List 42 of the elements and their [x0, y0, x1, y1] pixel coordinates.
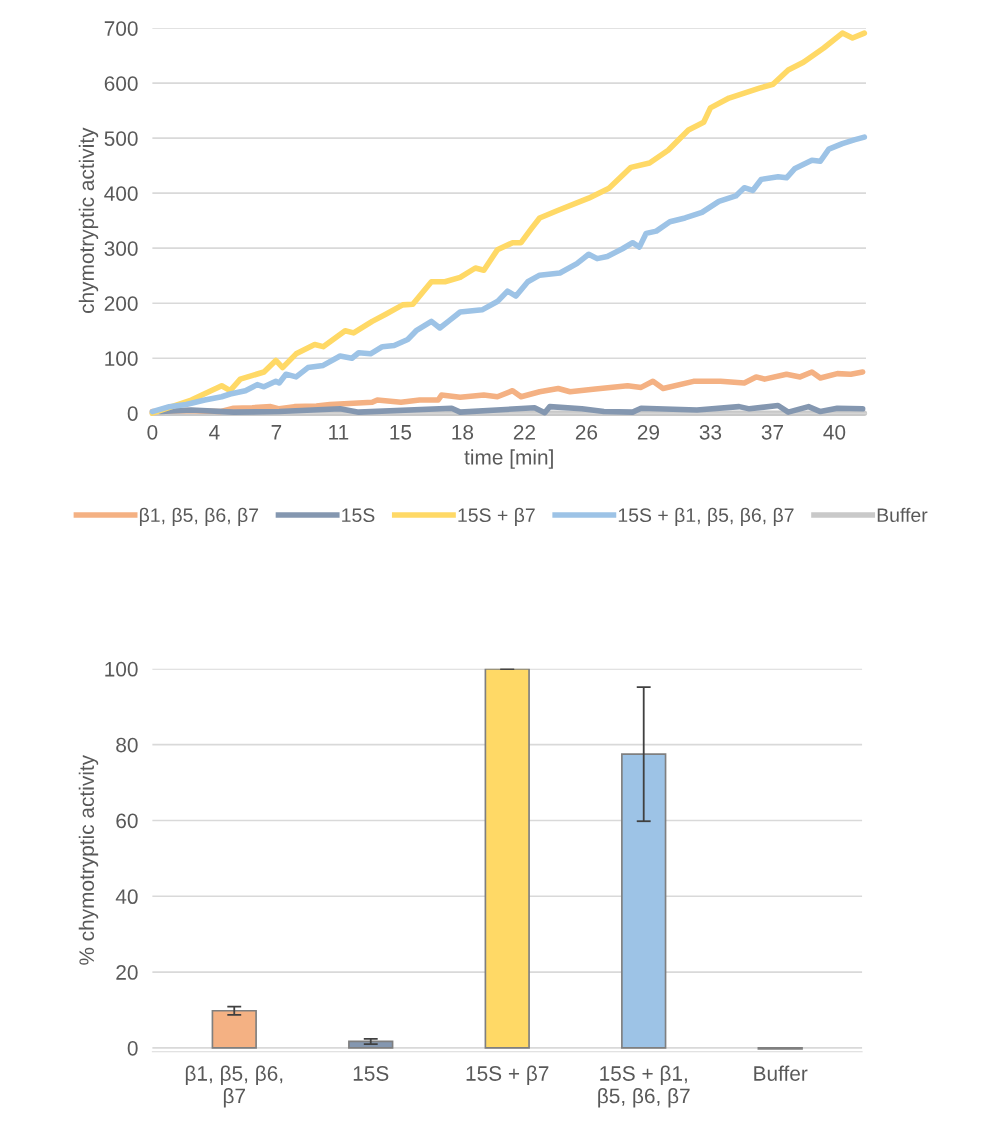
x-tick-label: 4	[209, 425, 220, 440]
y-tick-label: 40	[115, 889, 138, 905]
x-tick-label: β1, β5, β6, β7	[185, 1065, 283, 1108]
x-tick-label: 15S + β7	[466, 1065, 549, 1085]
x-tick-label: 15S	[353, 1066, 389, 1081]
x-tick-label: 29	[637, 424, 660, 440]
x-tick-label: 15	[390, 425, 412, 440]
y-tick-label: 0	[127, 1040, 138, 1056]
legend-label: 15S	[342, 508, 375, 523]
y-tick-label: 700	[104, 21, 138, 36]
x-tick-label: 26	[575, 424, 598, 440]
y-tick-label: 200	[104, 296, 138, 311]
x-tick-label: 40	[823, 424, 846, 440]
x-tick-label: Buffer	[754, 1065, 808, 1081]
x-tick-label: 15S + β1, β5, β6, β7	[598, 1065, 690, 1108]
legend-label: β1, β5, β6, β7	[139, 507, 259, 526]
y-tick-label: 60	[116, 813, 138, 829]
y-tick-label: 80	[116, 737, 138, 753]
y-tick-label: 0	[127, 406, 138, 421]
y-axis-title: chymotryptic activity	[78, 127, 99, 313]
x-tick-label: 22	[513, 424, 535, 440]
bar	[621, 753, 667, 1049]
x-tick-label: 37	[761, 424, 783, 440]
x-tick-label: 33	[699, 424, 722, 440]
y-tick-label: 100	[105, 351, 138, 366]
y-tick-label: 600	[104, 76, 138, 91]
bar	[211, 1009, 257, 1049]
y-tick-label: 100	[105, 661, 138, 677]
x-tick-label: 0	[147, 424, 158, 440]
legend-label: 15S + β1, β5, β6, β7	[618, 507, 794, 526]
legend-label: Buffer	[877, 507, 928, 523]
y-tick-label: 20	[116, 965, 138, 980]
y-tick-label: 500	[104, 131, 138, 146]
y-tick-label: 300	[104, 241, 138, 256]
x-tick-label: 18	[452, 424, 474, 440]
x-axis-title: time [min]	[464, 449, 553, 469]
x-tick-label: 7	[271, 425, 282, 440]
x-tick-label: 11	[329, 425, 349, 440]
y-axis-title: % chymotryptic activity	[78, 754, 99, 965]
y-tick-label: 400	[104, 186, 138, 201]
legend-label: 15S + β7	[458, 507, 535, 526]
bar	[484, 668, 530, 1049]
